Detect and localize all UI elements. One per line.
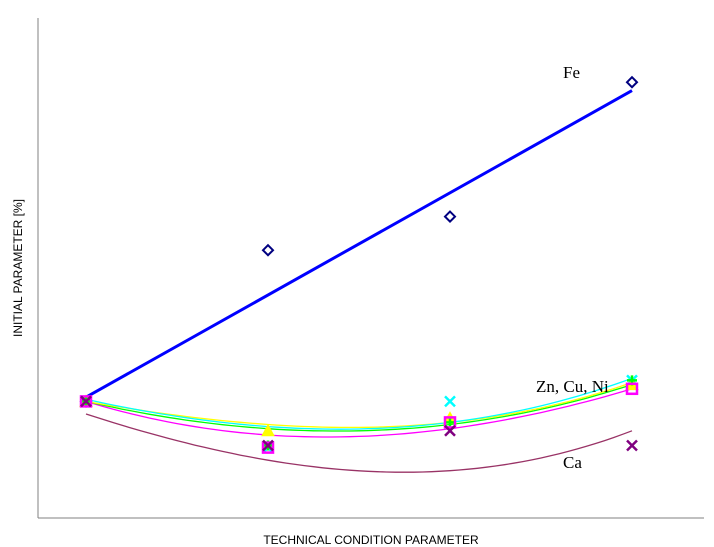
data-point-s1-2	[444, 395, 456, 408]
trend-line-1	[85, 377, 633, 430]
data-point-s5-1	[262, 439, 274, 452]
data-point-s5-2	[444, 424, 456, 437]
trend-line-4	[85, 388, 633, 438]
y-axis-label: INITIAL PARAMETER [%]	[11, 199, 25, 337]
x-axis-label: TECHNICAL CONDITION PARAMETER	[263, 533, 479, 547]
data-point-s2-1	[261, 423, 275, 437]
annotation-zn-cu-ni: Zn, Cu, Ni	[536, 377, 609, 396]
data-point-s4-3	[625, 382, 639, 396]
trend-line-5	[85, 413, 633, 473]
data-point-s0-3	[625, 75, 639, 89]
data-point-s4-1	[261, 441, 275, 454]
data-point-s4-0	[79, 395, 93, 408]
data-points	[79, 75, 639, 454]
data-point-s4-2	[443, 416, 457, 429]
data-point-s0-1	[261, 243, 275, 257]
trend-lines	[85, 89, 633, 473]
annotation-ca: Ca	[563, 453, 582, 472]
trend-line-0	[85, 89, 633, 399]
data-point-s5-0	[80, 395, 92, 408]
data-point-s3-2	[445, 417, 455, 428]
data-point-s0-2	[443, 210, 457, 224]
data-point-s5-3	[626, 439, 638, 452]
annotation-fe: Fe	[563, 63, 580, 82]
trend-line-3	[85, 383, 633, 432]
trend-line-2	[85, 381, 633, 429]
